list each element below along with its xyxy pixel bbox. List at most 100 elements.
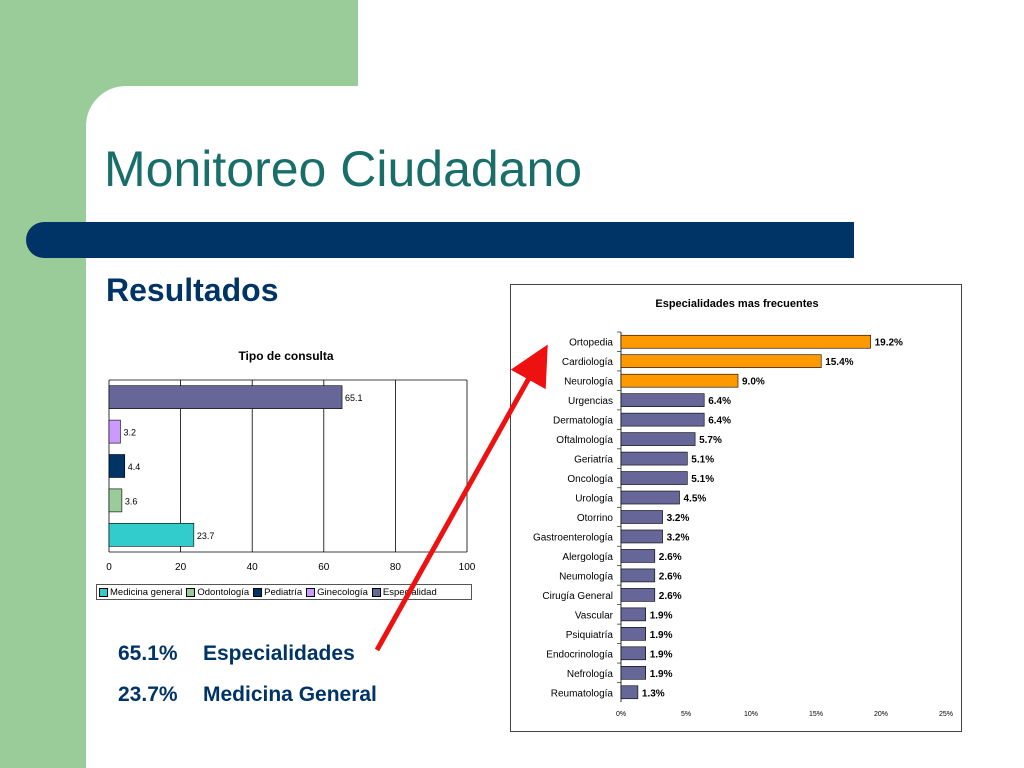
bar xyxy=(620,412,705,427)
category-label: Gastroenterología xyxy=(533,532,613,543)
data-label: 5.7% xyxy=(699,435,722,446)
category-label: Nefrología xyxy=(567,669,614,680)
data-label: 2.6% xyxy=(659,552,682,563)
title-divider-band xyxy=(26,222,854,258)
legend-label: Ginecología xyxy=(317,586,368,598)
bar xyxy=(620,432,696,446)
category-label: Endocrinología xyxy=(546,649,613,660)
bar xyxy=(620,529,663,544)
x-tick-label: 20% xyxy=(874,711,888,718)
green-left-strip xyxy=(0,0,86,768)
category-label: Oncología xyxy=(567,474,613,485)
especialidades-chart: Especialidades mas frecuentes Ortopedia 19… xyxy=(533,298,953,718)
summary-label: Medicina General xyxy=(203,683,377,706)
bar xyxy=(620,685,639,700)
bar xyxy=(620,490,680,505)
category-label: Geriatría xyxy=(574,455,613,466)
summary-label: Especialidades xyxy=(203,642,355,665)
summary-line-1: 65.1% Especialidades xyxy=(118,642,355,666)
bar xyxy=(108,488,123,513)
bar xyxy=(620,665,647,680)
x-tick-label: 5% xyxy=(681,711,691,718)
data-label: 1.9% xyxy=(650,610,673,621)
data-label: 6.4% xyxy=(708,416,731,427)
x-tick-label: 60 xyxy=(318,562,330,573)
legend-swatch xyxy=(306,587,316,597)
category-label: Vascular xyxy=(575,610,614,621)
bar xyxy=(108,419,121,444)
summary-line-2: 23.7% Medicina General xyxy=(118,683,377,707)
data-label: 1.9% xyxy=(650,649,673,660)
bar xyxy=(620,373,739,388)
x-tick-label: 100 xyxy=(459,562,476,573)
category-label: Ortopedia xyxy=(569,338,613,349)
category-label: Alergología xyxy=(562,552,613,563)
data-label: 5.1% xyxy=(691,474,714,485)
data-label: 3.2% xyxy=(667,513,690,524)
legend-label: Pediatría xyxy=(264,586,303,598)
tipo-consulta-chart: Tipo de consulta 0 20 40 60 80 100 23.7 3.6 4.4 3.… xyxy=(106,349,476,573)
bar xyxy=(620,451,688,466)
data-label: 1.9% xyxy=(650,669,673,680)
legend-item: Odontología xyxy=(186,587,249,598)
x-tick-label: 15% xyxy=(809,711,823,718)
legend-swatch xyxy=(186,587,196,597)
data-label: 4.5% xyxy=(684,494,707,505)
data-label: 15.4% xyxy=(825,357,853,368)
x-tick-label: 40 xyxy=(247,562,259,573)
legend-swatch xyxy=(99,587,108,597)
chart-title: Especialidades mas frecuentes xyxy=(655,298,818,310)
chart-title: Tipo de consulta xyxy=(238,349,333,363)
x-tick-label: 20 xyxy=(175,562,187,573)
legend-swatch xyxy=(253,587,263,597)
data-label: 23.7 xyxy=(197,531,215,541)
bar xyxy=(620,627,647,641)
x-tick-label: 0 xyxy=(106,562,112,573)
bar xyxy=(620,549,656,563)
data-label: 6.4% xyxy=(708,396,731,407)
especialidades-chart-box: Especialidades mas frecuentes Ortopedia 19… xyxy=(510,284,962,732)
arrow-line xyxy=(374,344,548,652)
data-label: 2.6% xyxy=(659,571,682,582)
legend-label: Medicina general xyxy=(110,586,183,598)
data-label: 1.3% xyxy=(642,688,665,699)
bar xyxy=(620,354,822,369)
data-label: 3.2% xyxy=(667,532,690,543)
x-tick-label: 0% xyxy=(616,711,626,718)
data-label: 3.2 xyxy=(123,428,136,438)
category-label: Cardiología xyxy=(562,357,614,368)
category-label: Otorrino xyxy=(577,513,614,524)
bar xyxy=(108,454,126,478)
bar xyxy=(108,385,343,410)
bar xyxy=(620,510,663,524)
bar xyxy=(620,471,688,485)
bar xyxy=(620,646,647,661)
category-label: Urgencias xyxy=(568,396,613,407)
data-label: 3.6 xyxy=(125,496,138,506)
data-label: 4.4 xyxy=(128,462,141,472)
category-label: Reumatología xyxy=(551,688,614,699)
data-label: 9.0% xyxy=(742,377,765,388)
x-tick-label: 10% xyxy=(744,711,758,718)
data-label: 65.1 xyxy=(345,393,363,403)
bar xyxy=(620,334,871,349)
legend-item: Medicina general xyxy=(99,587,182,598)
category-label: Oftalmología xyxy=(556,435,613,446)
legend-item: Pediatría xyxy=(253,587,302,598)
category-label: Psiquiatría xyxy=(566,630,614,641)
bar xyxy=(620,588,656,602)
summary-pct: 23.7% xyxy=(118,683,178,706)
bar xyxy=(620,393,705,407)
legend-label: Odontología xyxy=(197,586,250,598)
summary-pct: 65.1% xyxy=(118,642,178,665)
x-tick-label: 80 xyxy=(390,562,402,573)
bar xyxy=(108,523,195,547)
data-label: 19.2% xyxy=(875,338,903,349)
bar xyxy=(620,607,647,622)
x-tick-label: 25% xyxy=(939,711,953,718)
legend-item: Ginecología xyxy=(306,587,368,598)
category-label: Neumología xyxy=(559,571,613,582)
category-label: Dermatología xyxy=(553,416,613,427)
slide-title: Monitoreo Ciudadano xyxy=(104,141,583,197)
